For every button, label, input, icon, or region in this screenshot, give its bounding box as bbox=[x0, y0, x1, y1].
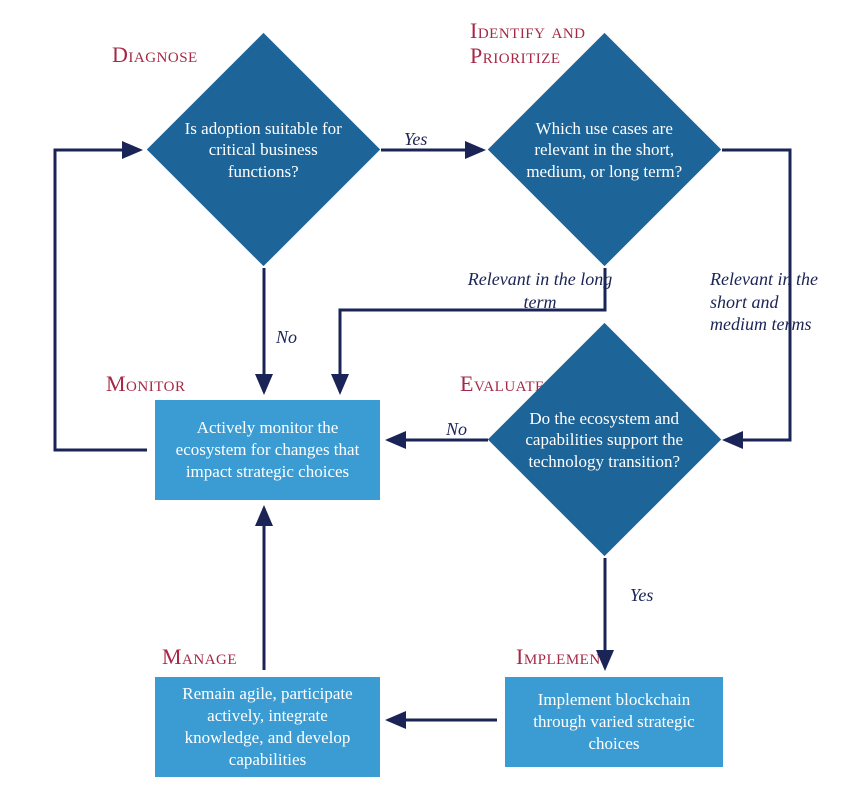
node-evaluate-text: Do the ecosystem and capabilities suppor… bbox=[522, 408, 687, 472]
title-diagnose: Diagnose bbox=[112, 42, 198, 68]
edge-label-yes-1: Yes bbox=[404, 128, 427, 151]
node-implement: Implement blockchain through varied stra… bbox=[505, 677, 723, 767]
node-identify-text: Which use cases are relevant in the shor… bbox=[522, 118, 687, 182]
node-manage: Remain agile, participate actively, inte… bbox=[155, 677, 380, 777]
edge-label-yes-2: Yes bbox=[630, 584, 653, 607]
node-manage-text: Remain agile, participate actively, inte… bbox=[171, 683, 364, 771]
node-monitor-text: Actively monitor the ecosystem for chang… bbox=[171, 417, 364, 483]
node-diagnose-text: Is adoption suitable for critical busine… bbox=[181, 118, 346, 182]
edge-label-no-2: No bbox=[446, 418, 467, 441]
flowchart-canvas: Diagnose Identify and Prioritize Monitor… bbox=[0, 0, 841, 799]
title-manage: Manage bbox=[162, 644, 237, 670]
title-identify: Identify and Prioritize bbox=[470, 18, 670, 69]
title-monitor: Monitor bbox=[106, 371, 185, 397]
edge-label-no-1: No bbox=[276, 326, 297, 349]
node-implement-text: Implement blockchain through varied stra… bbox=[521, 689, 707, 755]
title-implement: Implement bbox=[516, 644, 610, 670]
edge-monitor-to-diagnose bbox=[55, 150, 147, 450]
edge-label-long-term: Relevant in the long term bbox=[450, 268, 630, 313]
title-evaluate: Evaluate bbox=[460, 371, 545, 397]
edge-label-short-medium: Relevant in the short and medium terms bbox=[710, 268, 820, 336]
node-evaluate: Do the ecosystem and capabilities suppor… bbox=[488, 323, 721, 556]
node-monitor: Actively monitor the ecosystem for chang… bbox=[155, 400, 380, 500]
